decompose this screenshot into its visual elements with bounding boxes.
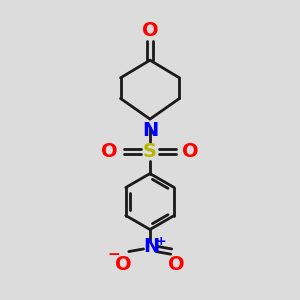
- Text: −: −: [108, 247, 121, 262]
- Text: N: N: [143, 237, 160, 256]
- Text: O: O: [115, 254, 132, 274]
- Text: N: N: [142, 121, 158, 140]
- Text: +: +: [156, 235, 166, 248]
- Text: O: O: [168, 254, 185, 274]
- Text: O: O: [182, 142, 199, 161]
- Text: S: S: [143, 142, 157, 161]
- Text: O: O: [142, 21, 158, 40]
- Text: O: O: [101, 142, 118, 161]
